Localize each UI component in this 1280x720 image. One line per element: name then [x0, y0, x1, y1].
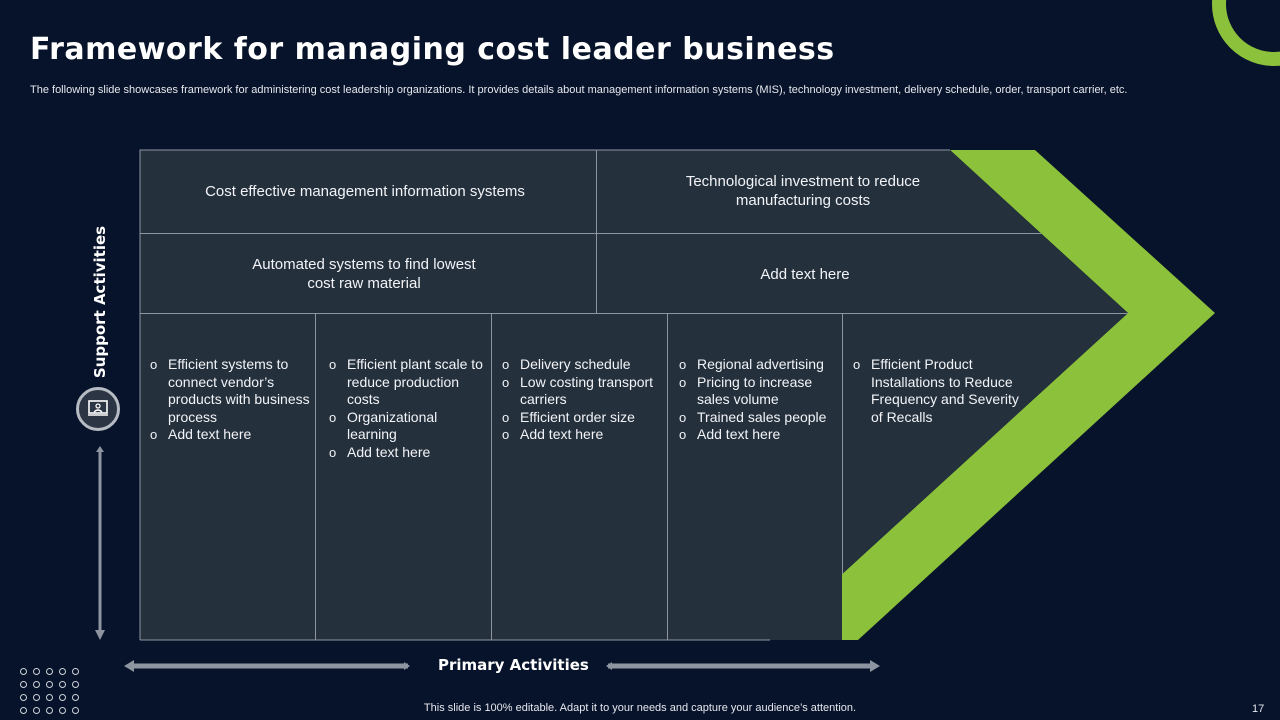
primary-arrow-left-tail	[404, 662, 410, 670]
support-cell-2-1: Automated systems to find lowest cost ra…	[252, 256, 476, 292]
primary-column-4: Regional advertising Pricing to increase…	[679, 356, 839, 444]
support-arrow-head	[95, 630, 105, 640]
slide-footer: This slide is 100% editable. Adapt it to…	[423, 702, 857, 714]
support-arrow-tail	[96, 446, 104, 452]
primary-arrow-right-head	[870, 660, 880, 672]
list-item: Regional advertising	[679, 356, 839, 374]
list-item: Add text here	[329, 444, 489, 462]
support-activities-label: Support Activities	[91, 225, 109, 379]
list-item: Pricing to increase sales volume	[679, 374, 839, 409]
slide-title: Framework for managing cost leader busin…	[30, 32, 835, 67]
primary-arrow-left-head	[124, 660, 134, 672]
primary-column-2: Efficient plant scale to reduce producti…	[329, 356, 489, 461]
primary-column-5: Efficient Product Installations to Reduc…	[853, 356, 1033, 426]
list-item: Efficient order size	[502, 409, 662, 427]
primary-column-3: Delivery schedule Low costing transport …	[502, 356, 662, 444]
frame-outline	[139, 149, 950, 640]
support-cell-1-2: Technological investment to reduce manuf…	[685, 173, 921, 209]
list-item: Add text here	[502, 426, 662, 444]
list-item: Delivery schedule	[502, 356, 662, 374]
support-cell-1-1: Cost effective management information sy…	[205, 182, 525, 200]
page-number: 17	[1252, 703, 1265, 715]
support-row-1-bg	[140, 150, 1040, 233]
primary-column-1: Efficient systems to connect vendor’s pr…	[150, 356, 310, 444]
primary-activities-label: Primary Activities	[438, 656, 589, 674]
list-item: Efficient systems to connect vendor’s pr…	[150, 356, 310, 426]
primary-arrow-right-tail	[606, 662, 612, 670]
support-cell-2-2: Add text here	[760, 265, 850, 283]
slide-subtitle: The following slide showcases framework …	[30, 84, 1128, 96]
green-chevron	[770, 150, 1215, 640]
list-item: Add text here	[679, 426, 839, 444]
list-item: Efficient plant scale to reduce producti…	[329, 356, 489, 409]
list-item: Organizational learning	[329, 409, 489, 444]
list-item: Trained sales people	[679, 409, 839, 427]
list-item: Efficient Product Installations to Reduc…	[853, 356, 1033, 426]
list-item: Low costing transport carriers	[502, 374, 662, 409]
list-item: Add text here	[150, 426, 310, 444]
support-row-2-bg	[140, 234, 1128, 313]
presentation-icon	[76, 387, 120, 431]
dot-grid-decoration	[20, 668, 79, 714]
